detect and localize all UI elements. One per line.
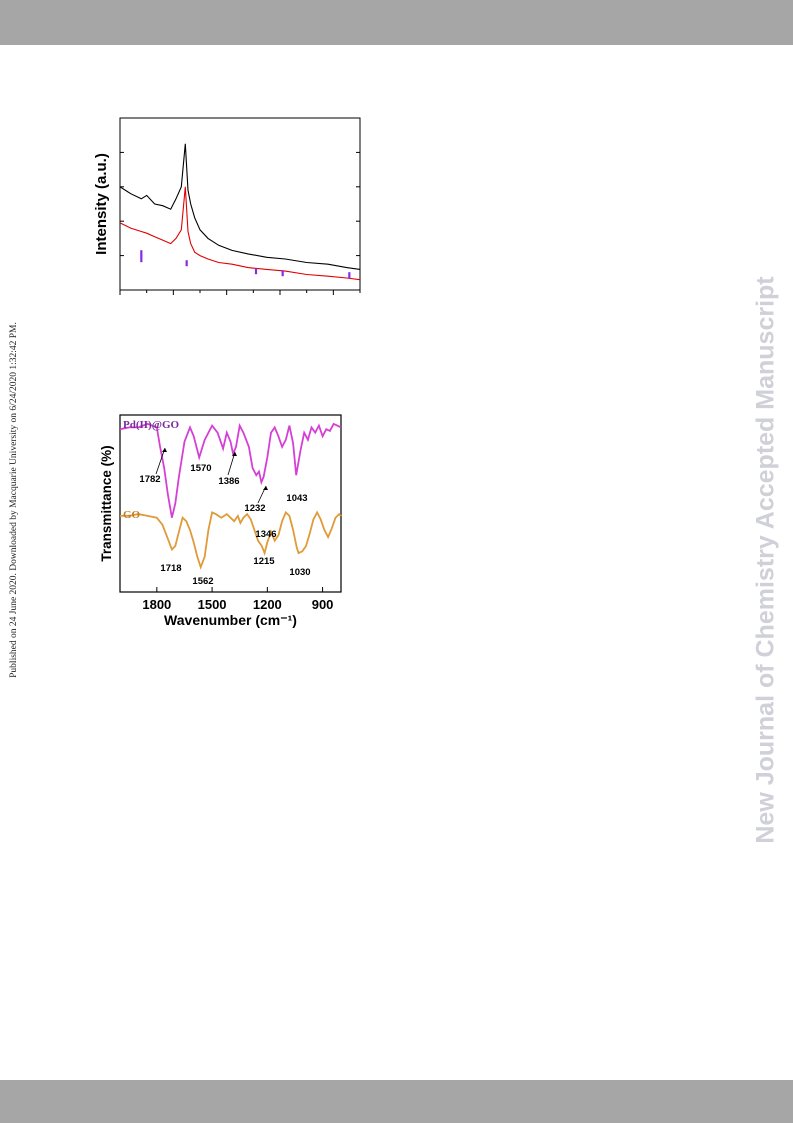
- chart2-annotation-arrow: [155, 447, 166, 475]
- chart2-annotation-arrowhead: [232, 452, 237, 456]
- chart2-annotation-label: 1570: [190, 463, 211, 474]
- chart2-annotation-arrowhead: [263, 486, 268, 490]
- chart2-x-tick-label: 1200: [253, 597, 282, 612]
- header-band: [0, 0, 793, 45]
- chart2-series-label-go: GO: [123, 509, 141, 521]
- chart2-annotation-label: 1782: [139, 474, 160, 485]
- chart2-y-axis-label: Transmittance (%): [99, 445, 114, 561]
- chart2-series-label-pd: Pd(II)@GO: [123, 419, 180, 431]
- chart1-frame: [119, 117, 361, 291]
- chart2-series-line-1: [120, 510, 342, 570]
- chart2-annotation-label: 1562: [192, 576, 213, 587]
- chart2-x-axis-label: Wavenumber (cm⁻¹): [164, 612, 297, 628]
- chart2-annotation-label: 1215: [253, 556, 275, 567]
- chart1-y-axis-label: Intensity (a.u.): [93, 153, 110, 255]
- chart2-annotation-label: 1232: [244, 503, 265, 514]
- chart2-series-line-0: [119, 422, 342, 518]
- chart2-x-tick-label: 1500: [198, 597, 227, 612]
- chart2-annotation-label: 1043: [286, 493, 307, 504]
- chart2-annotation-label: 1030: [289, 567, 310, 578]
- chart2-annotation-label: 1386: [218, 476, 239, 487]
- footer-band: [0, 1080, 793, 1123]
- chart1-series-line-1: [119, 186, 361, 281]
- chart2-x-tick-label: 900: [312, 597, 334, 612]
- chart2-annotation-label: 1718: [160, 563, 181, 574]
- chart2-annotation-label: 1346: [255, 529, 276, 540]
- chart1-series-line-0: [119, 143, 361, 270]
- chart2-annotation-arrowhead: [162, 448, 167, 452]
- chart2-frame: [119, 414, 342, 593]
- chart2-x-tick-label: 1800: [142, 597, 171, 612]
